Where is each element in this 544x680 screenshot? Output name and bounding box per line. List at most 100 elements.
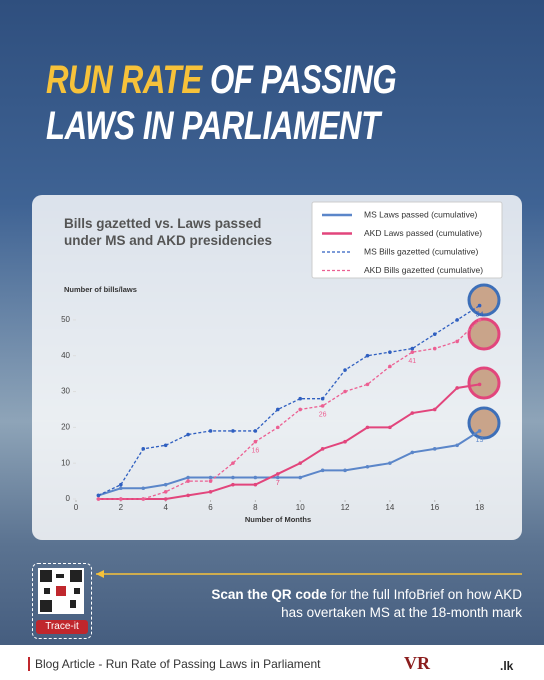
data-point: [298, 475, 303, 480]
y-axis-label: Number of bills/laws: [64, 285, 137, 294]
title-text: OF PASSING: [210, 58, 397, 102]
data-point: [96, 497, 101, 501]
data-point: [320, 468, 325, 473]
data-point: [455, 318, 459, 322]
data-point: [186, 493, 190, 498]
data-point: [432, 407, 437, 412]
data-point: [388, 350, 392, 354]
data-point: [455, 339, 459, 344]
data-point: [298, 396, 303, 401]
data-point: [365, 353, 370, 358]
data-point: [477, 303, 482, 308]
y-tick-label: 0: [66, 494, 71, 503]
data-point: [477, 429, 482, 433]
qr-code: [38, 568, 84, 614]
callout-text: for the full InfoBrief on how AKD has ov…: [281, 587, 522, 620]
data-point: [253, 475, 258, 480]
legend-label: AKD Bills gazetted (cumulative): [364, 265, 483, 275]
data-point: [365, 425, 370, 430]
data-point: [298, 407, 303, 412]
footer: Blog Article - Run Rate of Passing Laws …: [0, 645, 544, 680]
data-point: [388, 364, 392, 369]
x-tick-label: 0: [74, 503, 79, 512]
data-point: [231, 429, 235, 433]
data-point: [432, 332, 437, 337]
legend-box: [311, 201, 503, 279]
data-point: [320, 447, 325, 451]
avatar: [467, 317, 501, 351]
data-point: [186, 432, 190, 437]
data-point: [455, 386, 459, 390]
data-point: [477, 382, 482, 387]
data-point: [163, 497, 168, 501]
logo: .lk: [500, 659, 514, 673]
x-axis-label: Number of Months: [245, 515, 311, 524]
data-point: [96, 493, 101, 498]
data-point: [477, 318, 482, 322]
data-point: [410, 411, 415, 415]
data-point: [253, 482, 258, 487]
x-tick-label: 6: [208, 503, 213, 512]
data-point: [275, 425, 280, 430]
data-point: [208, 475, 213, 480]
series-line: [98, 430, 481, 497]
y-tick-label: 10: [61, 458, 70, 467]
y-tick-label: 50: [61, 315, 70, 324]
data-label: 41: [408, 358, 416, 365]
chart-title: Bills gazetted vs. Laws passed under MS a…: [64, 216, 272, 248]
data-point: [388, 461, 392, 465]
data-point: [141, 497, 146, 501]
x-tick-label: 16: [430, 503, 439, 512]
logo: VR: [404, 653, 430, 673]
avatar: [467, 366, 501, 400]
x-tick-label: 14: [385, 503, 394, 512]
qr-frame: [32, 563, 92, 639]
title-highlight: RUN RATE: [46, 58, 202, 102]
data-point: [231, 482, 235, 487]
data-point: [186, 475, 190, 480]
callout: Scan the QR code for the full InfoBrief …: [202, 586, 522, 622]
data-point: [141, 486, 146, 491]
data-point: [410, 450, 415, 455]
qr-label: Trace-it: [36, 620, 88, 634]
data-point: [320, 404, 325, 408]
x-tick-label: 10: [296, 503, 305, 512]
x-tick-label: 12: [341, 503, 350, 512]
legend-label: MS Bills gazetted (cumulative): [364, 246, 478, 256]
avatar: [467, 406, 501, 440]
data-point: [343, 368, 347, 372]
data-label: 7: [276, 480, 280, 487]
data-point: [119, 486, 123, 491]
data-point: [275, 475, 280, 480]
data-point: [186, 479, 190, 483]
x-tick-label: 18: [475, 503, 484, 512]
data-point: [275, 407, 280, 412]
y-tick-label: 20: [61, 422, 70, 431]
avatar: [467, 283, 501, 317]
x-tick-label: 8: [253, 503, 258, 512]
y-tick-label: 30: [61, 387, 70, 396]
y-tick-label: 40: [61, 351, 70, 360]
data-point: [208, 429, 213, 433]
data-label: 54: [476, 311, 484, 318]
data-point: [163, 482, 168, 487]
data-point: [163, 443, 168, 448]
footer-text: Blog Article - Run Rate of Passing Laws …: [28, 657, 320, 671]
data-point: [343, 389, 347, 394]
data-label: 19: [476, 437, 484, 444]
data-point: [141, 447, 146, 451]
title-line: LAWS IN PARLIAMENT: [46, 104, 380, 148]
data-point: [208, 490, 213, 494]
data-point: [410, 346, 415, 351]
data-point: [343, 439, 347, 444]
data-point: [163, 490, 168, 494]
legend-label: MS Laws passed (cumulative): [364, 209, 478, 219]
data-label: 16: [251, 448, 259, 455]
data-point: [208, 479, 213, 483]
data-label: 26: [319, 412, 327, 419]
data-point: [231, 461, 235, 465]
title-line: RUN RATE OF PASSING: [46, 58, 397, 103]
data-point: [119, 482, 123, 487]
